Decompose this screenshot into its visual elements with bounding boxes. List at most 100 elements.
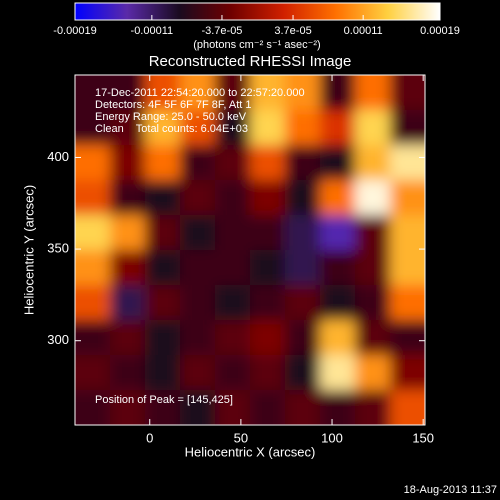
image-cell	[250, 390, 286, 425]
image-cell	[75, 110, 111, 146]
image-cell	[250, 355, 286, 391]
colorbar-tick-label: -0.00019	[53, 25, 96, 37]
image-cell	[320, 285, 356, 321]
colorbar-tick-label: 3.7e-05	[274, 25, 311, 37]
image-cell	[355, 215, 391, 251]
image-cell	[355, 75, 391, 111]
image-cell	[355, 320, 391, 356]
x-tick-label: 100	[321, 430, 343, 445]
image-cell	[215, 355, 251, 391]
x-tick-label: 0	[146, 430, 153, 445]
image-cell	[110, 180, 146, 216]
image-cell	[285, 180, 321, 216]
image-cell	[180, 215, 216, 251]
annotation: Detectors: 4F 5F 6F 7F 8F, Att 1	[95, 99, 252, 111]
annotation: 17-Dec-2011 22:54:20.000 to 22:57:20.000	[95, 87, 305, 99]
annotation: Energy Range: 25.0 - 50.0 keV	[95, 111, 247, 123]
image-cell	[215, 390, 251, 425]
image-cell	[110, 285, 146, 321]
image-cell	[215, 75, 251, 111]
image-cell	[320, 180, 356, 216]
image-cell	[180, 390, 216, 425]
image-cell	[320, 75, 356, 111]
annotation: Clean Total counts: 6.04E+03	[95, 123, 248, 135]
image-cell	[75, 145, 111, 181]
colorbar-tick-label: -3.7e-05	[201, 25, 242, 37]
image-cell	[250, 180, 286, 216]
image-cell	[75, 320, 111, 356]
image-cell	[145, 390, 181, 425]
image-cell	[320, 320, 356, 356]
y-tick-label: 400	[47, 149, 69, 164]
image-cell	[390, 110, 425, 146]
image-cell	[355, 355, 391, 391]
image-cell	[145, 355, 181, 391]
image-cell	[285, 390, 321, 425]
image	[75, 75, 425, 425]
image-cell	[355, 110, 391, 146]
image-cell	[110, 355, 146, 391]
image-cell	[75, 180, 111, 216]
image-cell	[145, 110, 181, 146]
image-cell	[320, 390, 356, 425]
image-cell	[320, 215, 356, 251]
image-cell	[110, 75, 146, 111]
image-cell	[390, 215, 425, 251]
image-cell	[285, 285, 321, 321]
image-cell	[250, 75, 286, 111]
colorbar-tick-label: 0.00011	[344, 25, 383, 37]
image-cell	[180, 145, 216, 181]
image-cell	[75, 355, 111, 391]
image-cell	[355, 390, 391, 425]
image-cell	[250, 250, 286, 286]
image-cell	[285, 320, 321, 356]
image-cell	[320, 250, 356, 286]
image-cell	[355, 250, 391, 286]
image-cell	[110, 215, 146, 251]
image-cell	[250, 285, 286, 321]
timestamp: 18-Aug-2013 11:37	[404, 484, 497, 496]
image-cell	[390, 320, 425, 356]
image-cell	[75, 75, 111, 111]
image-cell	[180, 250, 216, 286]
image-cell	[180, 180, 216, 216]
image-cell	[285, 215, 321, 251]
x-tick-label: 150	[412, 430, 434, 445]
image-cell	[250, 145, 286, 181]
image-cell	[355, 285, 391, 321]
image-cell	[145, 250, 181, 286]
colorbar	[75, 3, 440, 20]
image-cell	[215, 285, 251, 321]
plot-frame	[74, 74, 426, 426]
image-cell	[285, 110, 321, 146]
image-cell	[180, 355, 216, 391]
image-cell	[390, 250, 425, 286]
image-cell	[145, 75, 181, 111]
chart-title: Reconstructed RHESSI Image	[149, 53, 352, 70]
image-cell	[110, 320, 146, 356]
image-cell	[390, 180, 425, 216]
y-tick-label: 300	[47, 332, 69, 347]
image-cell	[180, 285, 216, 321]
image-cell	[285, 250, 321, 286]
colorbar-label: (photons cm⁻² s⁻¹ asec⁻²)	[193, 39, 320, 51]
image-cell	[390, 285, 425, 321]
image-cell	[390, 75, 425, 111]
image-cell	[215, 250, 251, 286]
peak-label: Position of Peak = [145,425]	[95, 394, 233, 406]
image-cell	[390, 355, 425, 391]
image-cell	[250, 320, 286, 356]
image-cell	[285, 75, 321, 111]
image-cell	[75, 250, 111, 286]
image-cell	[110, 390, 146, 425]
image-cell	[215, 320, 251, 356]
image-cell	[355, 180, 391, 216]
image-cell	[320, 355, 356, 391]
x-axis-label: Heliocentric X (arcsec)	[185, 444, 316, 459]
image-cell	[215, 180, 251, 216]
image-cell	[355, 145, 391, 181]
y-tick-label: 350	[47, 241, 69, 256]
image-cell	[145, 145, 181, 181]
image-cell	[75, 215, 111, 251]
